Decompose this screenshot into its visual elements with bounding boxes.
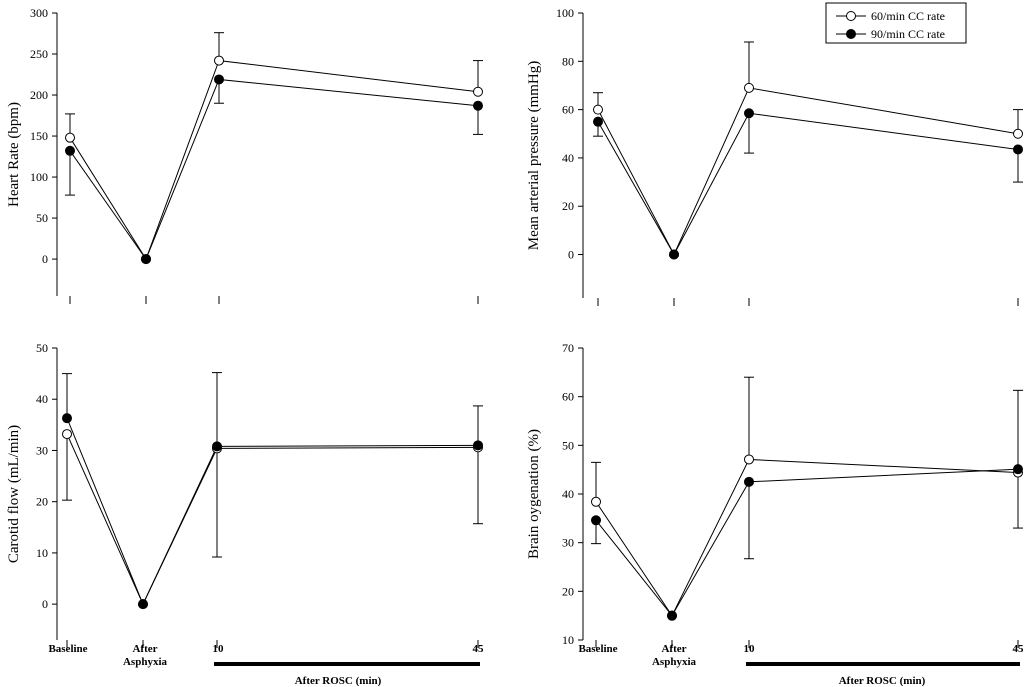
rosc-label-right: After ROSC (min) xyxy=(839,675,926,687)
data-point-90 xyxy=(138,599,148,610)
data-point-90 xyxy=(473,440,483,451)
data-point-90 xyxy=(1013,144,1023,155)
data-point-90 xyxy=(214,74,224,85)
heart-rate-panel: 0 50 100 150 200 250 300 Heart Rate (bpm) xyxy=(6,6,483,304)
y-tick-label: 150 xyxy=(30,129,48,143)
y-tick-label: 40 xyxy=(562,151,574,165)
y-tick-label: 60 xyxy=(562,390,574,404)
x-labels-right: Baseline After Asphyxia 10 45 After ROSC… xyxy=(578,643,1024,687)
y-tick-label: 0 xyxy=(42,252,48,266)
data-point-90 xyxy=(744,476,754,487)
series-line-90 xyxy=(595,468,1019,617)
legend: 60/min CC rate 90/min CC rate xyxy=(825,2,967,44)
data-point-60 xyxy=(744,454,754,465)
carotid-flow-panel: 0 10 20 30 40 50 Carotid flow (mL/min) xyxy=(6,341,483,648)
series-line-60 xyxy=(66,433,479,606)
y-tick-label: 10 xyxy=(562,633,574,647)
data-point-60 xyxy=(65,132,75,143)
y-tick-label: 40 xyxy=(36,392,48,406)
rosc-label-left: After ROSC (min) xyxy=(295,675,382,687)
y-tick-label: 250 xyxy=(30,47,48,61)
legend-label-60: 60/min CC rate xyxy=(871,9,945,23)
data-point-90 xyxy=(141,254,151,265)
series-line-60 xyxy=(69,60,479,261)
y-tick-label: 100 xyxy=(30,170,48,184)
series-line-60 xyxy=(595,458,1019,617)
series-line-90 xyxy=(69,78,479,261)
data-point-90 xyxy=(591,515,601,526)
series-line-90 xyxy=(66,417,479,606)
series-line-90 xyxy=(597,112,1019,256)
y-axis-label: Heart Rate (bpm) xyxy=(6,102,22,207)
legend-marker-filled xyxy=(846,29,856,39)
data-point-90 xyxy=(744,108,754,119)
data-point-90 xyxy=(1013,464,1023,475)
y-tick-label: 60 xyxy=(562,103,574,117)
data-point-60 xyxy=(1013,128,1023,139)
data-point-60 xyxy=(214,55,224,66)
x-label-45: 45 xyxy=(473,643,485,655)
x-label-45: 45 xyxy=(1013,643,1025,655)
y-tick-label: 70 xyxy=(562,341,574,355)
x-label-baseline: Baseline xyxy=(48,643,87,655)
x-label-10: 10 xyxy=(213,643,225,655)
x-label-after: After xyxy=(132,643,157,655)
x-label-baseline: Baseline xyxy=(578,643,617,655)
data-point-90 xyxy=(62,413,72,424)
data-point-60 xyxy=(591,496,601,507)
data-point-90 xyxy=(65,145,75,156)
data-point-90 xyxy=(593,116,603,127)
data-point-90 xyxy=(212,441,222,452)
y-tick-label: 80 xyxy=(562,54,574,68)
x-label-asphyxia: Asphyxia xyxy=(123,656,168,668)
data-point-60 xyxy=(744,82,754,93)
y-axis-label: Carotid flow (mL/min) xyxy=(6,425,22,563)
y-tick-label: 100 xyxy=(556,6,574,20)
y-axis-label: Mean arterial pressure (mmHg) xyxy=(526,61,542,251)
y-tick-label: 10 xyxy=(36,546,48,560)
y-tick-label: 30 xyxy=(562,536,574,550)
x-label-after: After xyxy=(661,643,686,655)
y-tick-label: 300 xyxy=(30,6,48,20)
brain-oxygenation-panel: 10 20 30 40 50 60 70 Brain oygenation (%) xyxy=(526,341,1023,648)
legend-marker-open xyxy=(846,11,856,21)
data-point-60 xyxy=(473,86,483,97)
y-tick-label: 50 xyxy=(36,211,48,225)
mean-arterial-pressure-panel: 0 20 40 60 80 100 Mean arterial pressure (mmHg… xyxy=(526,6,1023,306)
y-axis-label: Brain oygenation (%) xyxy=(526,429,542,559)
y-tick-label: 40 xyxy=(562,487,574,501)
y-tick-label: 0 xyxy=(42,597,48,611)
x-label-10: 10 xyxy=(744,643,756,655)
data-point-60 xyxy=(62,429,72,440)
series-line-60 xyxy=(597,87,1019,256)
y-tick-label: 200 xyxy=(30,88,48,102)
y-tick-label: 20 xyxy=(36,495,48,509)
y-tick-label: 0 xyxy=(568,248,574,262)
legend-label-90: 90/min CC rate xyxy=(871,27,945,41)
data-point-90 xyxy=(667,610,677,621)
y-tick-label: 30 xyxy=(36,443,48,457)
y-tick-label: 20 xyxy=(562,199,574,213)
data-point-90 xyxy=(473,100,483,111)
y-tick-label: 20 xyxy=(562,584,574,598)
y-tick-label: 50 xyxy=(562,438,574,452)
x-labels-left: Baseline After Asphyxia 10 45 After ROSC… xyxy=(48,643,484,687)
y-tick-label: 50 xyxy=(36,341,48,355)
data-point-90 xyxy=(669,249,679,260)
x-label-asphyxia: Asphyxia xyxy=(652,656,697,668)
data-point-60 xyxy=(593,104,603,115)
